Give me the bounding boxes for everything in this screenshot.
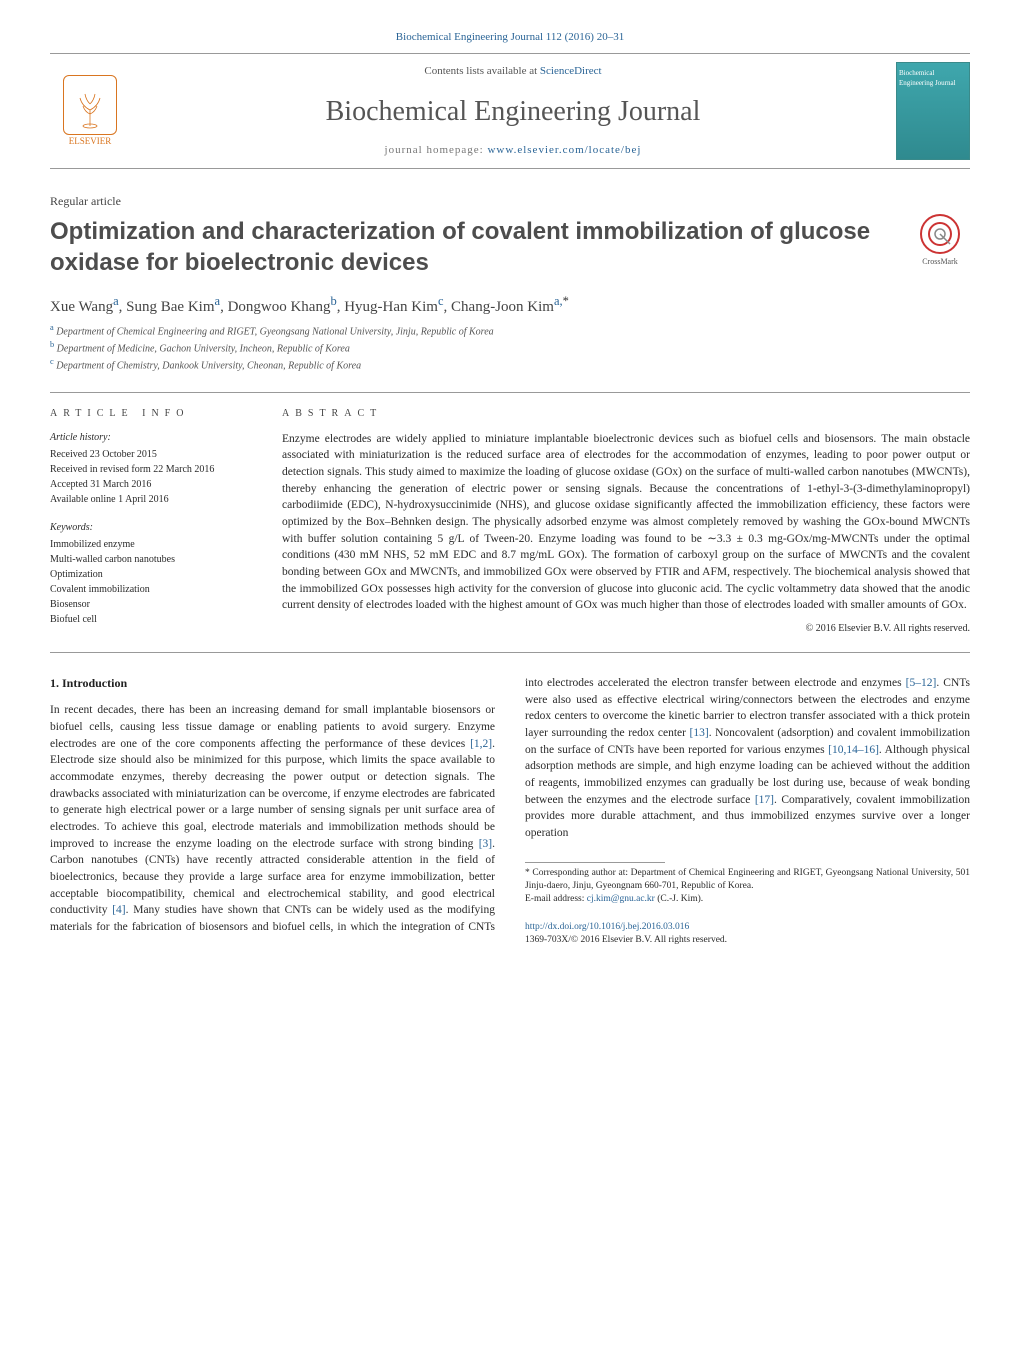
crossmark-icon <box>920 214 960 254</box>
email-label: E-mail address: <box>525 894 587 904</box>
keyword-5: Biofuel cell <box>50 612 250 627</box>
author-2: , Sung Bae Kim <box>119 299 215 315</box>
abstract-col: ABSTRACT Enzyme electrodes are widely ap… <box>282 407 970 636</box>
history-received: Received 23 October 2015 <box>50 447 250 462</box>
cover-title: Biochemical Engineering Journal <box>899 69 967 89</box>
intro-p1a: In recent decades, there has been an inc… <box>50 704 495 749</box>
keyword-3: Covalent immobilization <box>50 582 250 597</box>
abstract-head: ABSTRACT <box>282 407 970 421</box>
history-online: Available online 1 April 2016 <box>50 492 250 507</box>
article-title: Optimization and characterization of cov… <box>50 216 910 278</box>
doi-block: http://dx.doi.org/10.1016/j.bej.2016.03.… <box>525 921 970 949</box>
author-4: , Hyug-Han Kim <box>337 299 438 315</box>
publisher-name: ELSEVIER <box>69 135 112 148</box>
affiliations: a Department of Chemical Engineering and… <box>50 322 970 374</box>
author-5-affil: a, <box>554 294 563 308</box>
crossmark-badge[interactable]: CrossMark <box>910 214 970 267</box>
journal-reference: Biochemical Engineering Journal 112 (201… <box>50 30 970 45</box>
intro-heading: 1. Introduction <box>50 675 495 692</box>
ref-4[interactable]: [4] <box>112 904 125 916</box>
history-revised: Received in revised form 22 March 2016 <box>50 462 250 477</box>
header-box: ELSEVIER Contents lists available at Sci… <box>50 53 970 169</box>
affil-c: Department of Chemistry, Dankook Univers… <box>56 361 361 372</box>
affil-sup-a: a <box>50 323 54 332</box>
author-5: , Chang-Joon Kim <box>444 299 554 315</box>
corresponding-star: * <box>563 294 569 308</box>
introduction: 1. Introduction In recent decades, there… <box>50 652 970 948</box>
issn-line: 1369-703X/© 2016 Elsevier B.V. All right… <box>525 934 970 948</box>
ref-3[interactable]: [3] <box>479 838 492 850</box>
keywords-head: Keywords: <box>50 521 250 535</box>
journal-ref-link[interactable]: Biochemical Engineering Journal 112 (201… <box>396 31 624 43</box>
email-suffix: (C.-J. Kim). <box>655 894 703 904</box>
journal-name: Biochemical Engineering Journal <box>146 92 880 131</box>
keyword-1: Multi-walled carbon nanotubes <box>50 552 250 567</box>
contents-line: Contents lists available at ScienceDirec… <box>146 64 880 79</box>
journal-cover: Biochemical Engineering Journal <box>896 62 970 160</box>
doi-link[interactable]: http://dx.doi.org/10.1016/j.bej.2016.03.… <box>525 922 689 932</box>
elsevier-tree-icon <box>63 75 117 135</box>
author-1: Xue Wang <box>50 299 113 315</box>
crossmark-label: CrossMark <box>922 257 958 266</box>
history-accepted: Accepted 31 March 2016 <box>50 477 250 492</box>
homepage-line: journal homepage: www.elsevier.com/locat… <box>146 143 880 158</box>
keyword-4: Biosensor <box>50 597 250 612</box>
homepage-prefix: journal homepage: <box>385 144 488 156</box>
article-info: ARTICLE INFO Article history: Received 2… <box>50 407 250 636</box>
email-link[interactable]: cj.kim@gnu.ac.kr <box>587 894 655 904</box>
ref-1-2[interactable]: [1,2] <box>470 738 492 750</box>
abstract-copyright: © 2016 Elsevier B.V. All rights reserved… <box>282 622 970 636</box>
author-3: , Dongwoo Khang <box>220 299 330 315</box>
ref-5-12[interactable]: [5–12] <box>906 677 937 689</box>
article-type: Regular article <box>50 193 970 210</box>
article-info-head: ARTICLE INFO <box>50 407 250 421</box>
contents-prefix: Contents lists available at <box>424 65 539 77</box>
footnote-sep <box>525 862 665 863</box>
publisher-logo: ELSEVIER <box>50 66 130 156</box>
homepage-link[interactable]: www.elsevier.com/locate/bej <box>487 144 641 156</box>
corr-footnote: * Corresponding author at: Department of… <box>525 867 970 894</box>
email-footnote: E-mail address: cj.kim@gnu.ac.kr (C.-J. … <box>525 893 970 906</box>
affil-sup-b: b <box>50 340 54 349</box>
authors: Xue Wanga, Sung Bae Kima, Dongwoo Khangb… <box>50 293 970 318</box>
keyword-0: Immobilized enzyme <box>50 537 250 552</box>
abstract-text: Enzyme electrodes are widely applied to … <box>282 431 970 614</box>
affil-sup-c: c <box>50 357 54 366</box>
col1-footer: * Corresponding author at: Department of… <box>525 862 970 948</box>
intro-p1b: . Electrode size should also be minimize… <box>50 738 495 850</box>
sciencedirect-link[interactable]: ScienceDirect <box>540 65 602 77</box>
header-center: Contents lists available at ScienceDirec… <box>146 64 880 158</box>
ref-13[interactable]: [13] <box>690 727 709 739</box>
keyword-2: Optimization <box>50 567 250 582</box>
affil-b: Department of Medicine, Gachon Universit… <box>57 343 350 354</box>
affil-a: Department of Chemical Engineering and R… <box>56 326 493 337</box>
ref-17[interactable]: [17] <box>755 794 774 806</box>
history-head: Article history: <box>50 431 250 445</box>
ref-10-14-16[interactable]: [10,14–16] <box>828 744 879 756</box>
meta-row: ARTICLE INFO Article history: Received 2… <box>50 392 970 636</box>
